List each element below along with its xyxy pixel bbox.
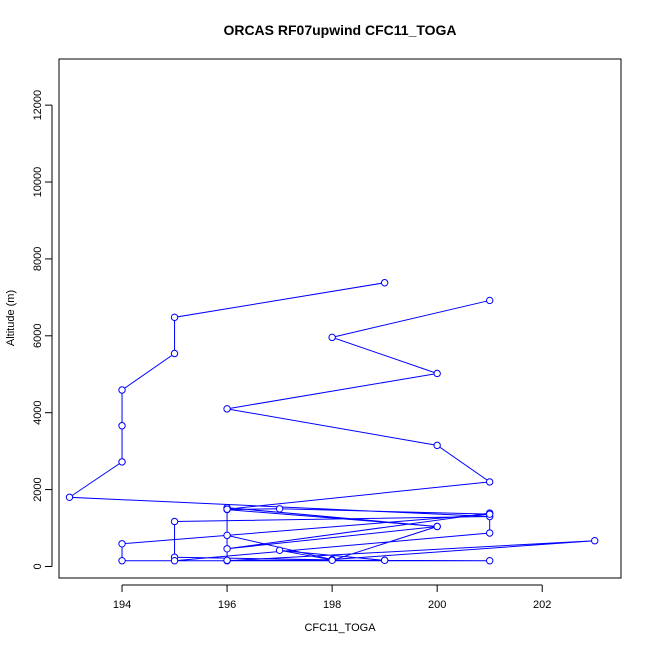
- data-point: [118, 458, 126, 466]
- series-layer: [65, 279, 599, 565]
- data-point: [328, 556, 336, 565]
- data-point: [118, 540, 126, 548]
- data-point: [485, 510, 494, 518]
- y-tick-label: 12000: [32, 90, 44, 121]
- data-point: [170, 349, 179, 358]
- data-point: [223, 405, 231, 413]
- data-point: [223, 531, 231, 540]
- x-tick-label: 196: [218, 599, 236, 611]
- data-point: [328, 333, 336, 342]
- x-axis-label: CFC11_TOGA: [304, 622, 376, 634]
- data-point: [65, 493, 74, 501]
- y-axis-label: Altitude (m): [5, 290, 17, 346]
- y-tick-label: 4000: [32, 400, 44, 424]
- data-point: [118, 557, 126, 565]
- data-point: [591, 537, 599, 545]
- y-tick-label: 10000: [32, 167, 44, 198]
- data-point: [223, 505, 231, 513]
- data-point: [118, 422, 126, 430]
- data-point: [485, 557, 494, 565]
- plot-frame: [58, 58, 622, 579]
- data-point: [170, 557, 179, 565]
- data-point: [275, 546, 284, 555]
- data-point: [485, 296, 494, 305]
- y-axis: 0 2000 4000 6000 8000 10000 12000: [32, 90, 53, 570]
- x-tick-label: 194: [113, 599, 131, 611]
- x-tick-label: 202: [533, 599, 551, 611]
- x-axis: 194 196 198 200 202: [113, 584, 551, 611]
- data-point: [170, 313, 179, 322]
- data-point: [433, 441, 441, 450]
- data-point: [380, 556, 389, 565]
- data-point: [433, 522, 441, 531]
- data-point: [223, 556, 231, 565]
- y-tick-label: 2000: [32, 477, 44, 501]
- series-line: [67, 282, 595, 562]
- chart-title: ORCAS RF07upwind CFC11_TOGA: [223, 22, 456, 38]
- y-tick-label: 0: [32, 563, 44, 569]
- data-point: [485, 478, 494, 486]
- data-point: [485, 529, 494, 537]
- data-point: [118, 386, 126, 394]
- data-point: [223, 545, 231, 553]
- y-tick-label: 8000: [32, 247, 44, 271]
- data-point: [380, 279, 389, 287]
- data-point: [275, 505, 284, 513]
- x-tick-label: 198: [323, 599, 341, 611]
- data-point: [170, 517, 179, 526]
- x-tick-label: 200: [428, 599, 446, 611]
- data-point: [433, 369, 441, 378]
- y-tick-label: 6000: [32, 324, 44, 348]
